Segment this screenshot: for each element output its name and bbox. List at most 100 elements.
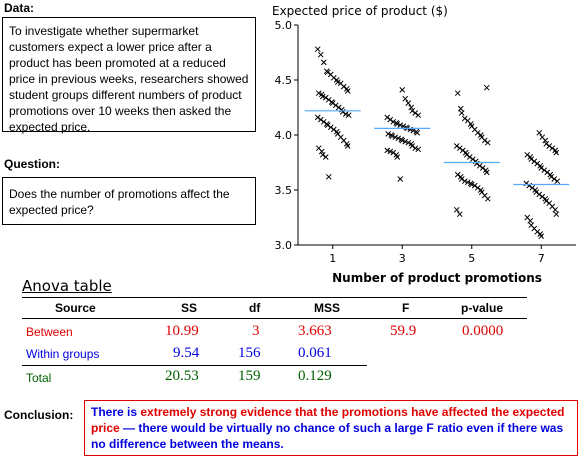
row-total-mss: 0.129 <box>298 368 332 384</box>
data-point <box>461 178 468 185</box>
data-point <box>332 102 339 109</box>
data-point <box>541 167 548 174</box>
y-tick-label: 5.0 <box>275 19 293 32</box>
data-point <box>481 137 488 144</box>
data-point <box>415 112 422 119</box>
data-point <box>390 118 397 125</box>
data-point <box>322 94 329 101</box>
data-point <box>538 165 545 171</box>
x-tick-label: 7 <box>538 252 545 265</box>
data-point <box>526 182 533 189</box>
data-point <box>528 156 535 163</box>
anova-top-rule <box>22 297 527 298</box>
data-point <box>324 69 331 76</box>
data-point <box>458 176 465 182</box>
row-total-ss: 20.53 <box>165 368 199 384</box>
data-point <box>342 111 349 117</box>
data-point <box>394 154 401 160</box>
data-point <box>554 178 561 185</box>
data-point <box>536 129 543 136</box>
data-point <box>415 146 422 153</box>
data-point <box>327 124 334 131</box>
row-total-df: 159 <box>238 368 261 384</box>
data-point <box>552 206 559 213</box>
data-point <box>317 116 324 123</box>
header-source: Source <box>55 301 96 315</box>
data-point <box>524 151 531 158</box>
row-between-f: 59.9 <box>390 323 417 339</box>
anova-header-rule <box>22 318 527 319</box>
data-point <box>409 143 416 149</box>
data-point <box>329 100 336 106</box>
header-df: df <box>249 301 261 315</box>
data-point <box>330 74 337 81</box>
row-between-pvalue: 0.0000 <box>462 323 504 339</box>
data-point <box>322 154 329 160</box>
data-point <box>484 139 491 146</box>
data-point <box>454 90 461 97</box>
data-point <box>542 137 549 144</box>
data-point <box>459 147 466 154</box>
data-point <box>453 206 460 213</box>
data-point <box>314 46 321 53</box>
data-point <box>318 148 325 155</box>
data-point <box>553 149 560 156</box>
row-total-source: Total <box>26 371 52 385</box>
data-point <box>534 160 541 167</box>
data-point <box>483 84 490 91</box>
data-point <box>527 217 534 224</box>
data-point <box>387 148 394 155</box>
row-between-df: 3 <box>252 323 260 339</box>
conclusion-label: Conclusion: <box>4 408 74 422</box>
data-point <box>335 104 342 111</box>
data-point <box>340 83 347 90</box>
question-box: Does the number of promotions affect the… <box>2 177 256 225</box>
data-point <box>466 154 473 160</box>
data-point <box>551 176 558 182</box>
x-tick-label: 1 <box>329 252 336 265</box>
chart-axes: 3.0 3.5 4.0 4.5 5.0 1 3 5 7 <box>275 19 576 265</box>
data-point <box>402 138 409 145</box>
data-point <box>414 129 421 136</box>
data-point <box>456 145 463 152</box>
data-point <box>412 145 419 152</box>
data-point <box>395 135 402 142</box>
data-point <box>409 107 416 114</box>
data-point <box>397 122 404 128</box>
data-point <box>319 151 326 158</box>
anova-total-rule <box>22 365 367 366</box>
data-point <box>548 173 555 180</box>
data-point <box>390 149 397 156</box>
data-point <box>394 121 401 127</box>
data-point <box>474 129 481 136</box>
row-between-source: Between <box>26 325 73 339</box>
data-point <box>387 116 394 123</box>
data-point <box>324 122 331 128</box>
data-point <box>474 184 481 191</box>
data-description-text: To investigate whether supermarket custo… <box>9 24 249 134</box>
data-point <box>461 115 468 122</box>
chart-marks <box>304 46 570 240</box>
data-point <box>344 143 351 149</box>
x-axis-label: Number of product promotions <box>332 271 542 285</box>
data-point <box>533 189 540 196</box>
data-point <box>531 158 538 165</box>
data-point <box>549 145 556 152</box>
data-point <box>538 233 545 240</box>
data-point <box>469 156 476 163</box>
data-point <box>319 93 326 100</box>
y-tick-label: 3.5 <box>275 184 293 197</box>
data-point <box>553 211 560 218</box>
chart-title: Expected price of product ($) <box>272 4 448 18</box>
data-point <box>330 126 337 133</box>
row-between-ss: 10.99 <box>165 323 199 339</box>
row-within-ss: 9.54 <box>173 345 200 361</box>
y-tick-label: 4.5 <box>275 74 293 87</box>
x-tick-label: 5 <box>468 252 475 265</box>
data-point <box>544 169 551 176</box>
data-point <box>317 51 324 58</box>
conclusion-text-end: — there would be virtually no chance of … <box>91 421 564 451</box>
conclusion-text-evidence: extremely strong evidence that the promo… <box>91 405 565 435</box>
data-point <box>543 140 550 147</box>
data-point <box>405 100 412 106</box>
